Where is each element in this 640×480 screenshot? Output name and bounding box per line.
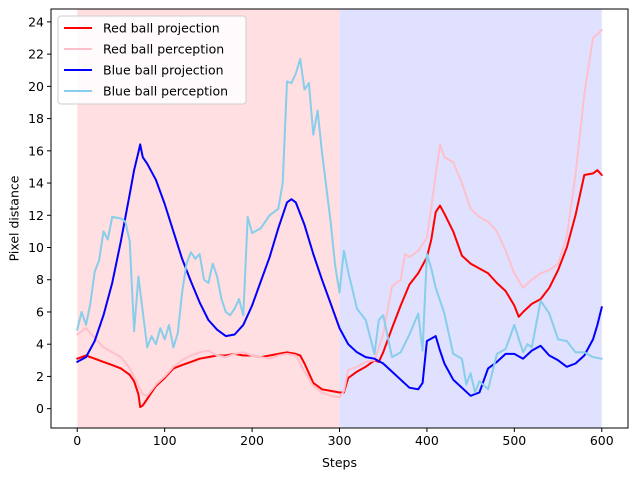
y-tick-label: 2: [36, 369, 44, 384]
x-tick-label: 400: [415, 433, 439, 448]
y-tick-label: 10: [28, 240, 44, 255]
y-tick-label: 14: [28, 176, 44, 191]
series-line-blue-ball-perception: [76, 58, 603, 394]
x-tick-label: 300: [328, 433, 352, 448]
y-tick-label: 18: [28, 111, 44, 126]
y-tick-label: 12: [28, 208, 44, 223]
y-tick-label: 4: [36, 337, 44, 352]
legend-label: Blue ball projection: [103, 63, 224, 78]
series-line-blue-ball-projection: [76, 143, 603, 397]
y-tick-label: 24: [28, 14, 44, 29]
legend-label: Blue ball perception: [103, 84, 228, 99]
y-axis-label: Pixel distance: [6, 175, 21, 261]
x-tick-label: 100: [153, 433, 177, 448]
series-lines: [76, 29, 603, 409]
y-tick-label: 22: [28, 47, 44, 62]
legend-label: Red ball perception: [103, 42, 224, 57]
y-tick-label: 20: [28, 79, 44, 94]
x-tick-label: 500: [502, 433, 526, 448]
x-tick-label: 200: [240, 433, 264, 448]
legend-label: Red ball projection: [103, 21, 220, 36]
series-line-red-ball-perception: [76, 29, 603, 399]
x-axis-ticks: 0 100 200 300 400 500 600: [73, 428, 614, 448]
legend: Red ball projection Red ball perception Bl…: [57, 15, 247, 105]
x-tick-label: 600: [590, 433, 614, 448]
y-tick-label: 8: [36, 272, 44, 287]
legend-box: [57, 15, 247, 105]
y-tick-label: 6: [36, 304, 44, 319]
shaded-region-2: [339, 9, 602, 428]
y-tick-label: 16: [28, 143, 44, 158]
y-tick-label: 0: [36, 401, 44, 416]
x-axis-label: Steps: [322, 455, 357, 470]
x-tick-label: 0: [73, 433, 81, 448]
